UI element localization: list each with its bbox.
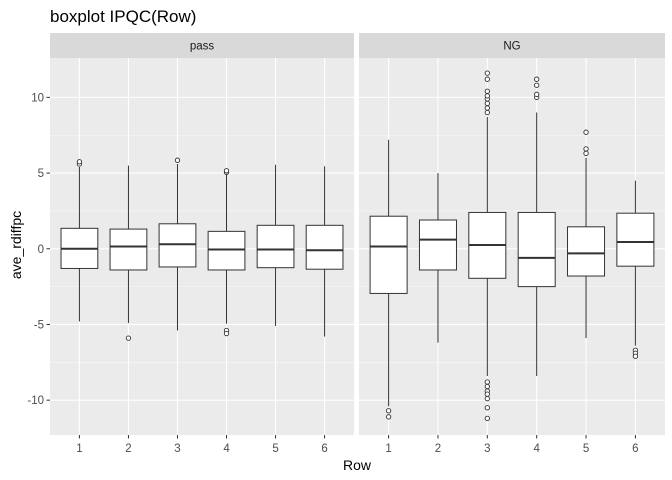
x-tick-label: 4 — [533, 443, 540, 455]
panel-background — [359, 58, 665, 435]
strip-label: NG — [503, 41, 520, 53]
outlier-point — [484, 100, 490, 107]
x-tick-label: 3 — [174, 443, 180, 455]
outlier-point — [484, 93, 490, 99]
x-tick-label: 1 — [385, 443, 391, 455]
box-iqr — [109, 228, 148, 271]
boxplot-pass-row-4 — [207, 168, 246, 337]
outlier-point — [484, 76, 490, 82]
outlier-point — [632, 353, 639, 359]
outlier-point — [484, 109, 490, 116]
boxplot-ng-row-3 — [468, 70, 507, 421]
boxplot-ng-row-1 — [369, 139, 408, 420]
outlier-point — [484, 70, 490, 76]
x-tick-label: 1 — [76, 443, 82, 455]
outlier-point — [174, 157, 181, 163]
outlier-point — [484, 391, 490, 397]
x-tick-label: 5 — [272, 443, 278, 455]
box-iqr — [207, 230, 246, 271]
box-iqr — [567, 226, 606, 277]
outlier-point — [534, 76, 540, 82]
boxplot-pass-row-6 — [305, 166, 344, 337]
outlier-point — [385, 408, 392, 414]
outlier-point — [583, 129, 589, 135]
x-tick-label: 2 — [125, 443, 131, 455]
chart-title: boxplot IPQC(Row) — [50, 7, 196, 26]
y-tick-label: 0 — [38, 244, 44, 256]
boxplot-pass-row-1 — [60, 159, 99, 322]
facet-panel-pass: pass 1 2 3 4 5 6 — [50, 33, 354, 455]
outlier-point — [484, 105, 490, 111]
box-iqr — [616, 212, 655, 267]
facet-panel-ng: NG 1 2 3 4 5 6 — [359, 33, 665, 455]
outlier-point — [534, 91, 540, 97]
strip-background — [359, 33, 665, 58]
x-tick-label: 3 — [484, 443, 490, 455]
strip-background — [50, 33, 354, 58]
boxplot-pass-row-3 — [158, 157, 197, 331]
box-iqr — [158, 223, 197, 268]
outlier-point — [125, 335, 132, 341]
x-tick-label: 6 — [632, 443, 638, 455]
outlier-point — [484, 383, 490, 390]
x-tick-label: 4 — [223, 443, 230, 455]
box-iqr — [256, 224, 295, 269]
outlier-point — [484, 88, 490, 94]
x-tick-label: 5 — [583, 443, 589, 455]
outlier-point — [385, 414, 392, 420]
y-tick-label: -10 — [27, 395, 44, 407]
outlier-point — [223, 168, 230, 174]
box-iqr — [418, 219, 457, 271]
y-tick-label: -5 — [34, 319, 44, 331]
outlier-point — [223, 330, 230, 337]
boxplot-pass-row-2 — [109, 165, 148, 341]
strip-label: pass — [190, 41, 215, 53]
panel-background — [50, 58, 354, 435]
outlier-point — [484, 379, 490, 385]
outlier-point — [583, 150, 589, 157]
outlier-point — [484, 405, 490, 411]
boxplot-ng-row-5 — [567, 129, 606, 339]
y-tick-label: 5 — [38, 168, 44, 180]
outlier-point — [534, 82, 540, 88]
x-axis-title: Row — [343, 457, 372, 473]
facets-layer: pass 1 2 3 4 5 6 NG 1 2 3 4 5 6 -10 -5 0 5 10 — [27, 33, 665, 455]
boxplot-ng-row-6 — [616, 180, 655, 359]
boxplot-ng-row-4 — [517, 76, 556, 376]
boxplot-pass-row-5 — [256, 164, 295, 326]
outlier-point — [484, 415, 490, 421]
y-tick-label: 10 — [31, 92, 44, 104]
box-iqr — [369, 215, 408, 294]
y-axis-title: ave_rdiffpc — [8, 211, 24, 279]
outlier-point — [484, 396, 490, 402]
outlier-point — [583, 146, 589, 152]
box-iqr — [517, 211, 556, 288]
box-iqr — [305, 224, 344, 270]
x-tick-label: 2 — [435, 443, 441, 455]
boxplot-ng-row-2 — [418, 173, 457, 343]
outlier-point — [76, 159, 83, 165]
x-tick-label: 6 — [321, 443, 327, 455]
